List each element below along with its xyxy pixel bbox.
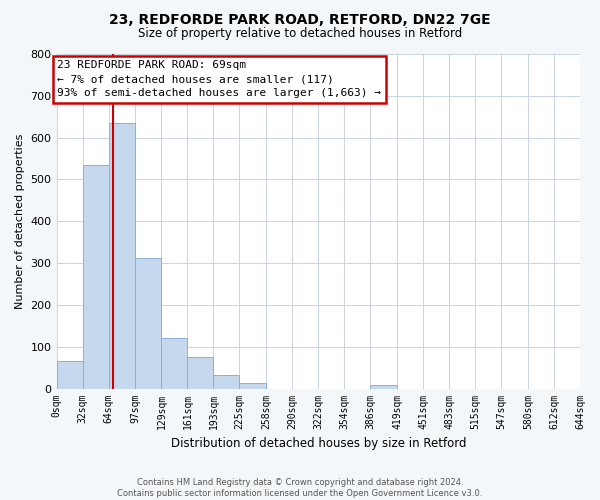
Bar [109,123,136,388]
Text: Contains HM Land Registry data © Crown copyright and database right 2024.
Contai: Contains HM Land Registry data © Crown c… [118,478,482,498]
Bar [56,362,83,388]
Bar [136,258,161,388]
X-axis label: Distribution of detached houses by size in Retford: Distribution of detached houses by size … [170,437,466,450]
Y-axis label: Number of detached properties: Number of detached properties [15,134,25,309]
Bar [370,385,397,388]
Bar [239,383,266,388]
Bar [187,357,214,388]
Text: 23 REDFORDE PARK ROAD: 69sqm
← 7% of detached houses are smaller (117)
93% of se: 23 REDFORDE PARK ROAD: 69sqm ← 7% of det… [58,60,382,98]
Bar [83,165,109,388]
Text: Size of property relative to detached houses in Retford: Size of property relative to detached ho… [138,28,462,40]
Bar [161,338,187,388]
Bar [214,375,239,388]
Text: 23, REDFORDE PARK ROAD, RETFORD, DN22 7GE: 23, REDFORDE PARK ROAD, RETFORD, DN22 7G… [109,12,491,26]
